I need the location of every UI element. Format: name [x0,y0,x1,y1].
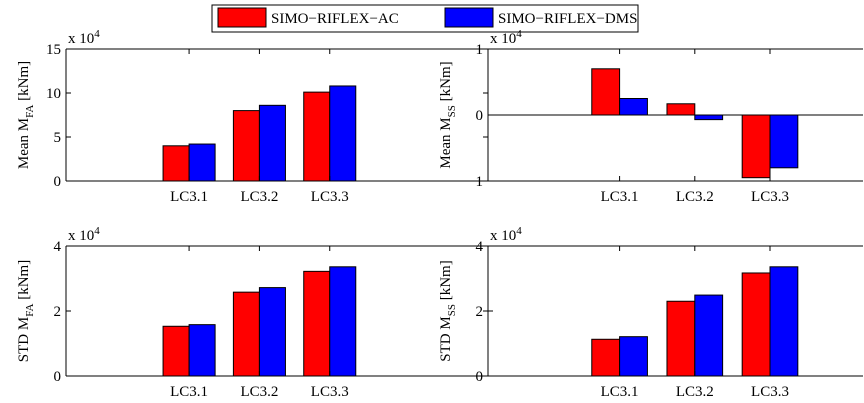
y-tick-label: 0 [54,369,62,385]
axis-multiplier: x 104 [68,225,100,244]
chart-panel-4: 0 2 4 LC3.1 LC3.2 LC3.3 x 104 STD MSS [kNm] [438,225,863,400]
bar-LC3-1-dms [188,143,216,182]
y-axis-label: STD MSS [kNm] [438,260,458,361]
bar-LC3-3-ac [741,114,771,179]
bar-LC3-3-dms [769,266,799,377]
bar-LC3-3-ac [303,270,331,377]
bar-LC3-3-ac [741,272,771,377]
bar-LC3-1-dms [619,336,648,377]
bar-LC3-2-dms [694,114,724,121]
bar-LC3-2-ac [232,110,260,182]
y-tick-label: 4 [54,239,62,255]
y-tick-label: 2 [476,304,484,320]
x-tick-label: LC3.1 [170,189,208,205]
y-tick-label: 10 [46,86,61,102]
axis-multiplier: x 104 [68,28,100,47]
bar-LC3-2-dms [694,294,724,377]
y-tick-label: 5 [54,130,62,146]
x-tick-label: LC3.2 [676,189,714,205]
legend-label-dms: SIMO−RIFLEX−DMS [498,11,637,27]
x-tick-label: LC3.2 [240,384,278,400]
y-tick-label: −1 [467,174,483,190]
bar-LC3-1-dms [188,324,216,377]
bar-LC3-2-ac [232,291,260,377]
x-tick-label: LC3.3 [311,384,349,400]
y-tick-label: 0 [476,108,484,124]
x-tick-label: LC3.3 [311,189,349,205]
bar-LC3-2-ac [666,103,696,116]
bar-LC3-2-ac [666,300,696,377]
bar-LC3-3-dms [769,114,799,169]
bar-LC3-3-dms [329,266,357,377]
bar-LC3-2-dms [258,287,286,377]
y-axis-label: Mean MSS [kNm] [438,61,458,168]
x-tick-label: LC3.3 [751,384,789,400]
y-tick-label: 0 [476,369,484,385]
y-axis-label: Mean MFA [kNm] [16,61,36,169]
legend-box [211,4,639,33]
y-axis-label: STD MFA [kNm] [16,260,36,362]
bar-LC3-3-ac [303,91,331,182]
y-tick-label: 15 [46,42,61,58]
bar-LC3-3-dms [329,85,357,182]
x-tick-label: LC3.1 [601,189,639,205]
axis-multiplier: x 104 [490,28,522,47]
x-tick-label: LC3.2 [240,189,278,205]
bar-LC3-2-dms [258,104,286,182]
bar-LC3-1-dms [619,98,648,116]
legend: SIMO−RIFLEX−AC SIMO−RIFLEX−DMS [211,4,639,33]
legend-swatch-ac [217,7,267,28]
y-tick-label: 4 [476,239,484,255]
x-tick-label: LC3.1 [601,384,639,400]
x-tick-label: LC3.1 [170,384,208,400]
legend-label-ac: SIMO−RIFLEX−AC [271,11,399,27]
y-tick-label: 1 [476,42,484,58]
bar-LC3-1-ac [162,145,190,182]
chart-panel-2: −1 0 1 LC3.1 LC3.2 LC3.3 x 104 Mean MSS [kNm] [438,28,863,205]
bar-LC3-1-ac [591,338,621,377]
y-tick-label: 0 [54,174,62,190]
x-tick-label: LC3.3 [751,189,789,205]
bar-LC3-1-ac [591,68,621,116]
legend-swatch-dms [444,7,494,28]
bar-LC3-1-ac [162,325,190,377]
y-tick-label: 2 [54,304,62,320]
axis-multiplier: x 104 [490,225,522,244]
x-tick-label: LC3.2 [676,384,714,400]
chart-panel-3: 0 2 4 LC3.1 LC3.2 LC3.3 x 104 STD MFA [kNm] [16,225,489,400]
